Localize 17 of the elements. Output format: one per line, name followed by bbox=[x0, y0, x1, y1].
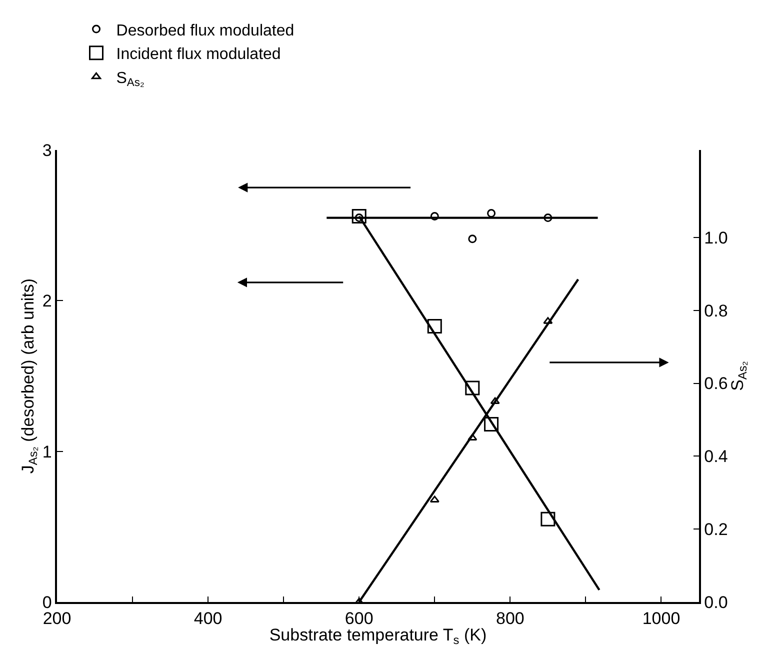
y-tick-label: 1 bbox=[42, 442, 52, 462]
x-tick-label: 400 bbox=[194, 609, 222, 628]
legend-label: Desorbed flux modulated bbox=[116, 22, 294, 40]
y2-tick-label: 0.2 bbox=[704, 520, 728, 540]
x-tick-label: 200 bbox=[42, 609, 72, 628]
y2-tick-label: 1.0 bbox=[704, 228, 728, 248]
legend-label: Incident flux modulated bbox=[116, 46, 281, 64]
x-tick-label: 1000 bbox=[642, 609, 680, 628]
y2-tick-label: 0.6 bbox=[704, 374, 728, 394]
y-tick-label: 3 bbox=[42, 140, 52, 160]
x-tick-label: 800 bbox=[496, 609, 524, 628]
y2-tick-label: 0.0 bbox=[704, 592, 728, 612]
legend-label: S$_{As₂}$ bbox=[116, 70, 144, 90]
y-tick-label: 0 bbox=[42, 592, 52, 612]
y2-tick-label: 0.8 bbox=[704, 301, 728, 320]
y2-tick-label: 0.4 bbox=[704, 447, 728, 466]
y-tick-label: 2 bbox=[42, 292, 52, 311]
